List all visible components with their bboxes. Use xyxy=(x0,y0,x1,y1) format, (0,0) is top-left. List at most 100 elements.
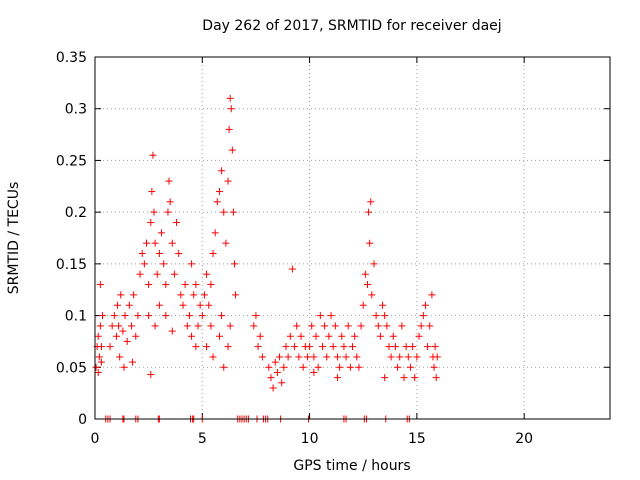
data-point xyxy=(119,327,127,335)
data-point xyxy=(325,332,333,340)
data-point xyxy=(153,270,161,278)
data-point xyxy=(232,291,240,299)
data-point xyxy=(269,384,277,392)
data-point xyxy=(106,343,114,351)
data-point xyxy=(411,374,419,382)
data-point xyxy=(155,301,163,309)
data-point xyxy=(389,332,397,340)
data-point xyxy=(376,332,384,340)
data-point xyxy=(424,343,432,351)
data-point xyxy=(162,312,170,320)
data-point xyxy=(188,332,196,340)
y-tick-label: 0.25 xyxy=(56,153,87,169)
data-point xyxy=(175,250,183,258)
x-tick-label: 10 xyxy=(301,431,319,447)
x-tick-label: 0 xyxy=(91,431,100,447)
chart-title: Day 262 of 2017, SRMTID for receiver dae… xyxy=(202,18,501,34)
data-point xyxy=(312,332,320,340)
data-point xyxy=(431,343,439,351)
data-point xyxy=(331,322,339,330)
data-point xyxy=(365,208,373,216)
y-tick-label: 0.15 xyxy=(56,257,87,273)
data-point xyxy=(230,260,238,268)
data-point xyxy=(344,322,352,330)
data-point xyxy=(310,368,318,376)
data-point xyxy=(419,312,427,320)
data-point xyxy=(351,332,359,340)
data-point xyxy=(415,332,423,340)
data-point xyxy=(303,353,311,361)
data-point xyxy=(406,363,414,371)
data-point xyxy=(200,291,208,299)
data-point xyxy=(188,260,196,268)
data-point xyxy=(213,198,221,206)
data-point xyxy=(215,332,223,340)
data-point xyxy=(267,374,275,382)
data-point xyxy=(129,358,137,366)
data-point xyxy=(250,322,258,330)
data-point xyxy=(368,291,376,299)
data-point xyxy=(323,353,331,361)
data-point xyxy=(333,353,341,361)
data-point xyxy=(183,322,191,330)
data-point xyxy=(404,353,412,361)
data-point xyxy=(333,374,341,382)
data-point xyxy=(229,208,237,216)
data-point xyxy=(254,343,262,351)
data-point xyxy=(132,332,140,340)
data-point xyxy=(218,312,226,320)
data-point xyxy=(329,343,337,351)
data-point xyxy=(265,363,273,371)
data-point xyxy=(379,301,387,309)
data-point xyxy=(338,332,346,340)
x-tick-label: 20 xyxy=(515,431,533,447)
data-point xyxy=(286,332,294,340)
data-point xyxy=(271,358,279,366)
data-point xyxy=(346,363,354,371)
data-point xyxy=(433,353,441,361)
data-point xyxy=(162,281,170,289)
grid-lines xyxy=(95,57,610,419)
data-point xyxy=(123,337,131,345)
data-point xyxy=(211,229,219,237)
data-point xyxy=(148,187,156,195)
data-point xyxy=(94,368,102,376)
data-point xyxy=(147,218,155,226)
data-point xyxy=(310,353,318,361)
data-point xyxy=(224,177,232,185)
data-point xyxy=(349,343,356,351)
data-point xyxy=(198,312,206,320)
x-tick-label: 15 xyxy=(408,431,426,447)
data-point xyxy=(359,301,367,309)
data-point xyxy=(168,239,176,247)
data-point xyxy=(115,322,123,330)
data-point xyxy=(299,363,307,371)
data-point xyxy=(150,208,158,216)
data-point xyxy=(110,312,118,320)
data-point xyxy=(97,343,105,351)
data-point xyxy=(203,343,211,351)
data-point xyxy=(194,322,202,330)
data-point xyxy=(336,363,344,371)
data-point xyxy=(421,301,429,309)
x-tick-labels: 0 5 10 15 20 xyxy=(91,431,534,447)
data-point xyxy=(179,301,187,309)
x-axis-label: GPS time / hours xyxy=(293,458,410,474)
x-tick-label: 5 xyxy=(198,431,207,447)
data-point xyxy=(224,343,232,351)
data-point xyxy=(155,250,163,258)
data-point xyxy=(209,250,217,258)
data-point xyxy=(151,322,159,330)
data-point xyxy=(391,343,399,351)
data-point xyxy=(117,291,125,299)
data-point xyxy=(121,312,129,320)
data-point xyxy=(99,312,107,320)
data-point xyxy=(120,363,128,371)
data-point xyxy=(112,332,120,340)
data-point xyxy=(327,312,335,320)
data-point xyxy=(308,322,316,330)
data-point xyxy=(209,353,217,361)
data-point xyxy=(94,332,102,340)
data-point xyxy=(136,270,144,278)
